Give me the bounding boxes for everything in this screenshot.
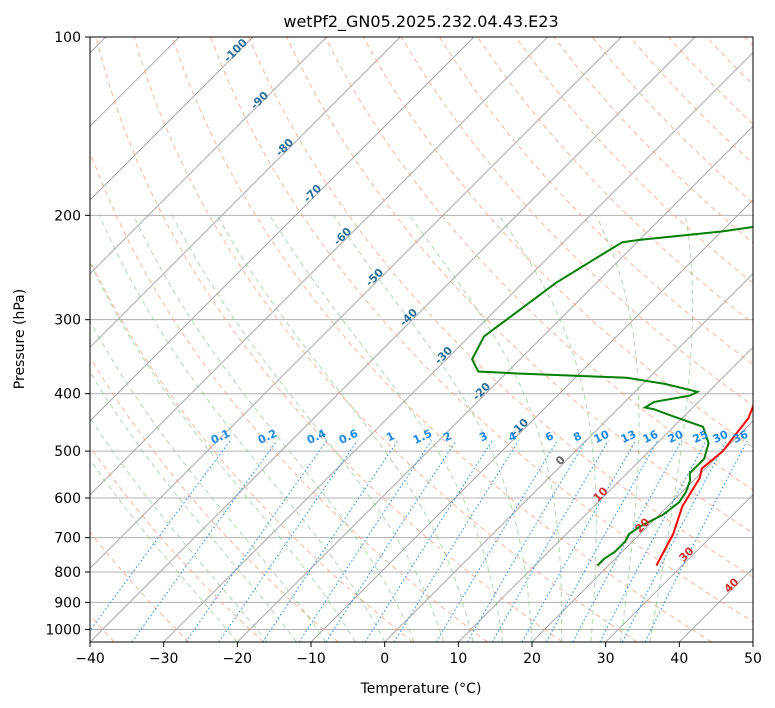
mixing-ratio-line: [435, 440, 558, 642]
mixing-ratio-line: [572, 440, 683, 642]
mixing-ratio-line: [467, 440, 587, 642]
y-axis: 100 200 300 400 500 600 700 800 900 1000: [45, 30, 90, 638]
y-tick-label: 100: [54, 30, 81, 46]
mixing-ratio-label: 25: [691, 428, 710, 446]
mixing-ratio-line: [262, 440, 399, 642]
moist-adiabat-line: [90, 370, 297, 642]
isotherm-line: [90, 37, 549, 496]
mixing-ratio-line: [393, 440, 520, 642]
x-tick-label: 40: [670, 651, 688, 667]
y-tick-label: 900: [54, 595, 81, 611]
x-tick-label: −40: [75, 651, 105, 667]
x-tick-label: 0: [380, 651, 389, 667]
mixing-ratio-line: [131, 440, 278, 642]
x-tick-label: −30: [149, 651, 179, 667]
dry-adiabat-line: [133, 37, 638, 642]
chart-title: wetPf2_GN05.2025.232.04.43.E23: [283, 12, 558, 32]
mixing-ratio-label: 36: [731, 428, 751, 446]
moist-adiabat-line: [90, 261, 356, 642]
dry-adiabat-line: [210, 37, 753, 623]
x-tick-label: 50: [744, 651, 762, 667]
dry-adiabat-line: [515, 37, 753, 284]
moist-adiabat-line: [133, 215, 415, 642]
isotherm-line: [605, 493, 753, 642]
moist-adiabat-line: [90, 416, 268, 642]
x-tick-label: −20: [223, 651, 253, 667]
mixing-ratio-line: [364, 440, 493, 642]
y-tick-label: 1000: [45, 622, 81, 638]
mixing-ratio-line: [90, 440, 231, 632]
mixing-ratio-line: [325, 440, 457, 642]
plot-frame: [89, 36, 754, 643]
x-tick-label: 30: [597, 651, 615, 667]
moist-adiabat-line: [595, 215, 640, 642]
y-tick-label: 700: [54, 531, 81, 547]
dry-adiabat-line: [90, 356, 339, 642]
y-axis-label: Pressure (hPa): [12, 289, 28, 389]
dry-adiabat-line: [90, 445, 264, 642]
moist-adiabat-line: [332, 215, 533, 642]
mixing-ratio-line: [644, 440, 748, 642]
dry-adiabat-line: [90, 259, 414, 642]
isotherm-line: [90, 37, 328, 275]
moist-adiabat-line: [269, 215, 503, 642]
mixing-ratio-label: 16: [641, 428, 661, 446]
isotherm-line: [90, 37, 475, 422]
mixing-ratio-label: 10: [592, 428, 612, 446]
isotherm-line: [236, 125, 753, 642]
isotherm-line: [163, 51, 753, 642]
x-tick-label: 20: [523, 651, 541, 667]
dry-adiabat-line: [438, 37, 753, 366]
dry-adiabat-line: [248, 37, 753, 578]
y-tick-label: 200: [54, 208, 81, 224]
mixing-ratio-line: [491, 440, 609, 642]
isotherm-line: [90, 37, 696, 642]
moist-adiabat-line: [408, 215, 563, 642]
y-tick-label: 500: [54, 444, 81, 460]
mixing-ratio-line: [545, 440, 659, 642]
y-tick-label: 300: [54, 313, 81, 329]
isotherm-line: [90, 37, 254, 201]
isotherm-line: [384, 272, 753, 642]
mixing-ratio-label: 20: [666, 428, 686, 446]
isotherm-line: [457, 346, 753, 642]
dry-adiabat-line: [95, 37, 563, 642]
temperature-profile: [655, 403, 753, 566]
y-tick-label: 400: [54, 387, 81, 403]
mixing-ratio-line: [185, 440, 328, 642]
dry-adiabat-line: [400, 37, 753, 407]
dewpoint-profile: [470, 226, 753, 567]
plot-lines: [470, 226, 753, 567]
isotherm-line: [531, 420, 753, 642]
dry-adiabat-line: [286, 37, 753, 534]
moist-adiabat-line: [498, 215, 597, 642]
mixing-ratio-line: [521, 440, 637, 642]
dry-adiabat-line: [90, 150, 488, 642]
x-tick-label: 10: [449, 651, 467, 667]
mixing-ratio-label: 13: [619, 428, 638, 446]
x-axis: −40 −30 −20 −10 0 10 20 30 40 50: [75, 642, 762, 667]
moist-adiabat-line: [171, 215, 445, 642]
isotherm-line: [90, 37, 401, 349]
mixing-ratio-label: 30: [711, 428, 731, 446]
moist-adiabat-line: [216, 215, 474, 642]
x-tick-label: −10: [296, 651, 326, 667]
y-tick-label: 600: [54, 491, 81, 507]
x-axis-label: Temperature (°C): [360, 681, 482, 697]
dry-adiabat-line: [90, 531, 190, 642]
y-tick-label: 800: [54, 565, 81, 581]
mixing-ratio-line: [298, 440, 432, 642]
isotherm-line: [90, 37, 622, 570]
moist-adiabat-line: [90, 458, 238, 642]
plot-background: [90, 37, 753, 642]
moist-adiabat-line: [90, 320, 327, 642]
dry-adiabat-line: [171, 37, 712, 642]
